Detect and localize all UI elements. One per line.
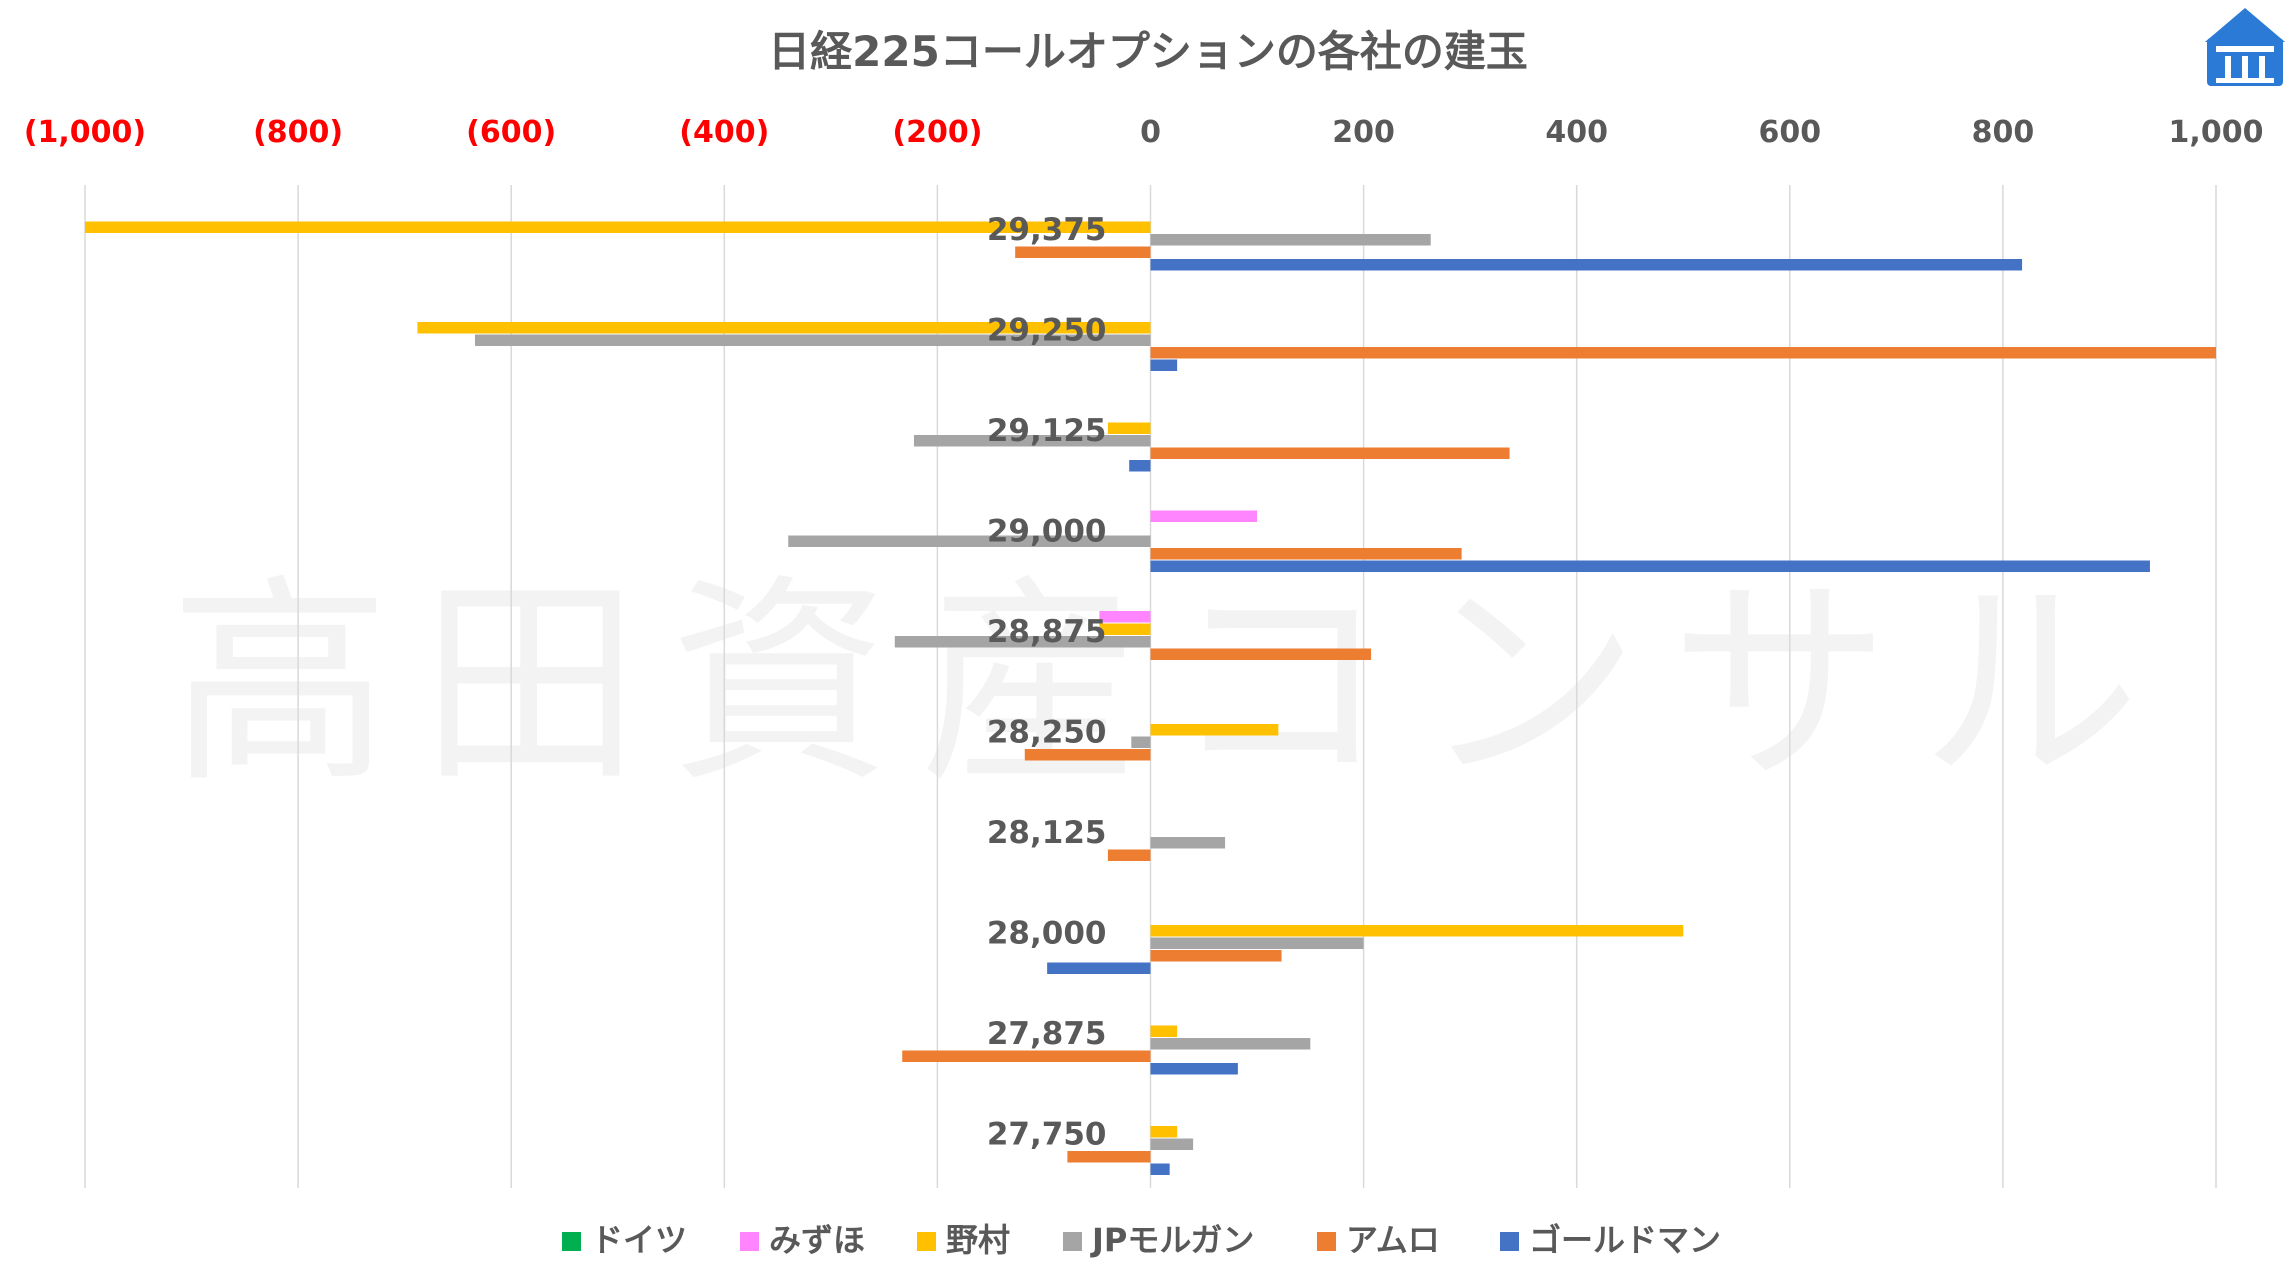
bar xyxy=(894,636,1151,648)
legend-label: アムロ xyxy=(1346,1221,1440,1259)
logo-icon xyxy=(2205,8,2285,86)
category-label: 29,375 xyxy=(987,212,1107,248)
legend-swatch xyxy=(1317,1232,1336,1251)
x-tick-label: 400 xyxy=(1545,115,1608,150)
x-tick-label: (200) xyxy=(892,115,982,150)
legend-swatch xyxy=(917,1232,936,1251)
bar xyxy=(1150,1025,1178,1037)
bar xyxy=(1150,837,1226,849)
bar xyxy=(1107,849,1151,861)
category-labels: 29,375 29,250 29,125 29,000 28,875 28,250 28,1… xyxy=(987,212,1107,1153)
legend-item: ドイツ xyxy=(562,1221,687,1259)
bar xyxy=(1150,548,1462,560)
bar xyxy=(1150,347,2216,359)
legend-item: アムロ xyxy=(1317,1221,1440,1259)
legend-item: みずほ xyxy=(740,1221,865,1259)
watermark: 高田資産コンサル xyxy=(170,556,2170,812)
bars xyxy=(85,221,2216,1175)
legend-swatch xyxy=(562,1232,581,1251)
bar xyxy=(913,435,1151,447)
bar xyxy=(902,1050,1151,1062)
bar xyxy=(1150,925,1684,937)
x-tick-label: 1,000 xyxy=(2169,115,2264,150)
category-label: 28,875 xyxy=(987,614,1107,650)
x-tick-label: (1,000) xyxy=(24,115,146,150)
bar xyxy=(1150,259,2023,271)
bar xyxy=(1150,359,1178,371)
legend-label: JPモルガン xyxy=(1090,1221,1254,1259)
bar xyxy=(1150,724,1279,736)
chart-title: 日経225コールオプションの各社の建玉 xyxy=(768,27,1528,76)
bar xyxy=(1099,611,1151,623)
bar xyxy=(788,535,1151,547)
category-label: 29,125 xyxy=(987,413,1107,449)
bar xyxy=(474,334,1151,346)
legend-item: 野村 xyxy=(917,1221,1010,1259)
bar xyxy=(1150,950,1282,962)
legend-swatch xyxy=(740,1232,759,1251)
bar xyxy=(1150,447,1510,459)
bar xyxy=(1107,422,1151,434)
legend: ドイツ みずほ 野村 JPモルガン アムロ ゴールドマン xyxy=(562,1221,1721,1259)
bar xyxy=(1150,1126,1178,1138)
bar xyxy=(1150,937,1364,949)
bar xyxy=(85,221,1151,233)
legend-swatch xyxy=(1500,1232,1519,1251)
category-label: 28,250 xyxy=(987,715,1107,751)
category-label: 27,750 xyxy=(987,1117,1107,1153)
legend-swatch xyxy=(1063,1232,1082,1251)
bar xyxy=(1015,246,1151,258)
bar xyxy=(417,322,1151,334)
bar xyxy=(1150,1038,1311,1050)
x-tick-label: 600 xyxy=(1758,115,1821,150)
bar xyxy=(1150,560,2150,572)
category-label: 28,125 xyxy=(987,815,1107,851)
bar xyxy=(1150,510,1258,522)
legend-label: ドイツ xyxy=(591,1221,687,1259)
legend-label: みずほ xyxy=(769,1221,865,1259)
bar xyxy=(1047,962,1151,974)
bar xyxy=(1131,736,1151,748)
legend-item: ゴールドマン xyxy=(1500,1221,1721,1259)
x-axis-ticks: (1,000) (800) (600) (400) (200) 0 200 400 600 800… xyxy=(24,115,2264,150)
x-tick-label: (400) xyxy=(679,115,769,150)
bar xyxy=(1150,1138,1194,1150)
category-label: 29,250 xyxy=(987,313,1107,349)
category-label: 27,875 xyxy=(987,1016,1107,1052)
x-tick-label: 0 xyxy=(1140,115,1161,150)
legend-label: 野村 xyxy=(946,1221,1010,1259)
category-label: 29,000 xyxy=(987,514,1107,550)
x-tick-label: (800) xyxy=(253,115,343,150)
bar xyxy=(1150,648,1372,660)
x-tick-label: (600) xyxy=(466,115,556,150)
bar xyxy=(1150,1063,1238,1075)
bar xyxy=(1150,234,1431,246)
legend-item: JPモルガン xyxy=(1063,1221,1254,1259)
bar xyxy=(1024,749,1151,761)
x-tick-label: 200 xyxy=(1332,115,1395,150)
bar xyxy=(1067,1151,1151,1163)
bar xyxy=(1099,623,1151,635)
x-tick-label: 800 xyxy=(1972,115,2035,150)
category-label: 28,000 xyxy=(987,916,1107,952)
bar xyxy=(1129,460,1151,472)
bar xyxy=(1150,1163,1170,1175)
legend-label: ゴールドマン xyxy=(1529,1221,1721,1259)
